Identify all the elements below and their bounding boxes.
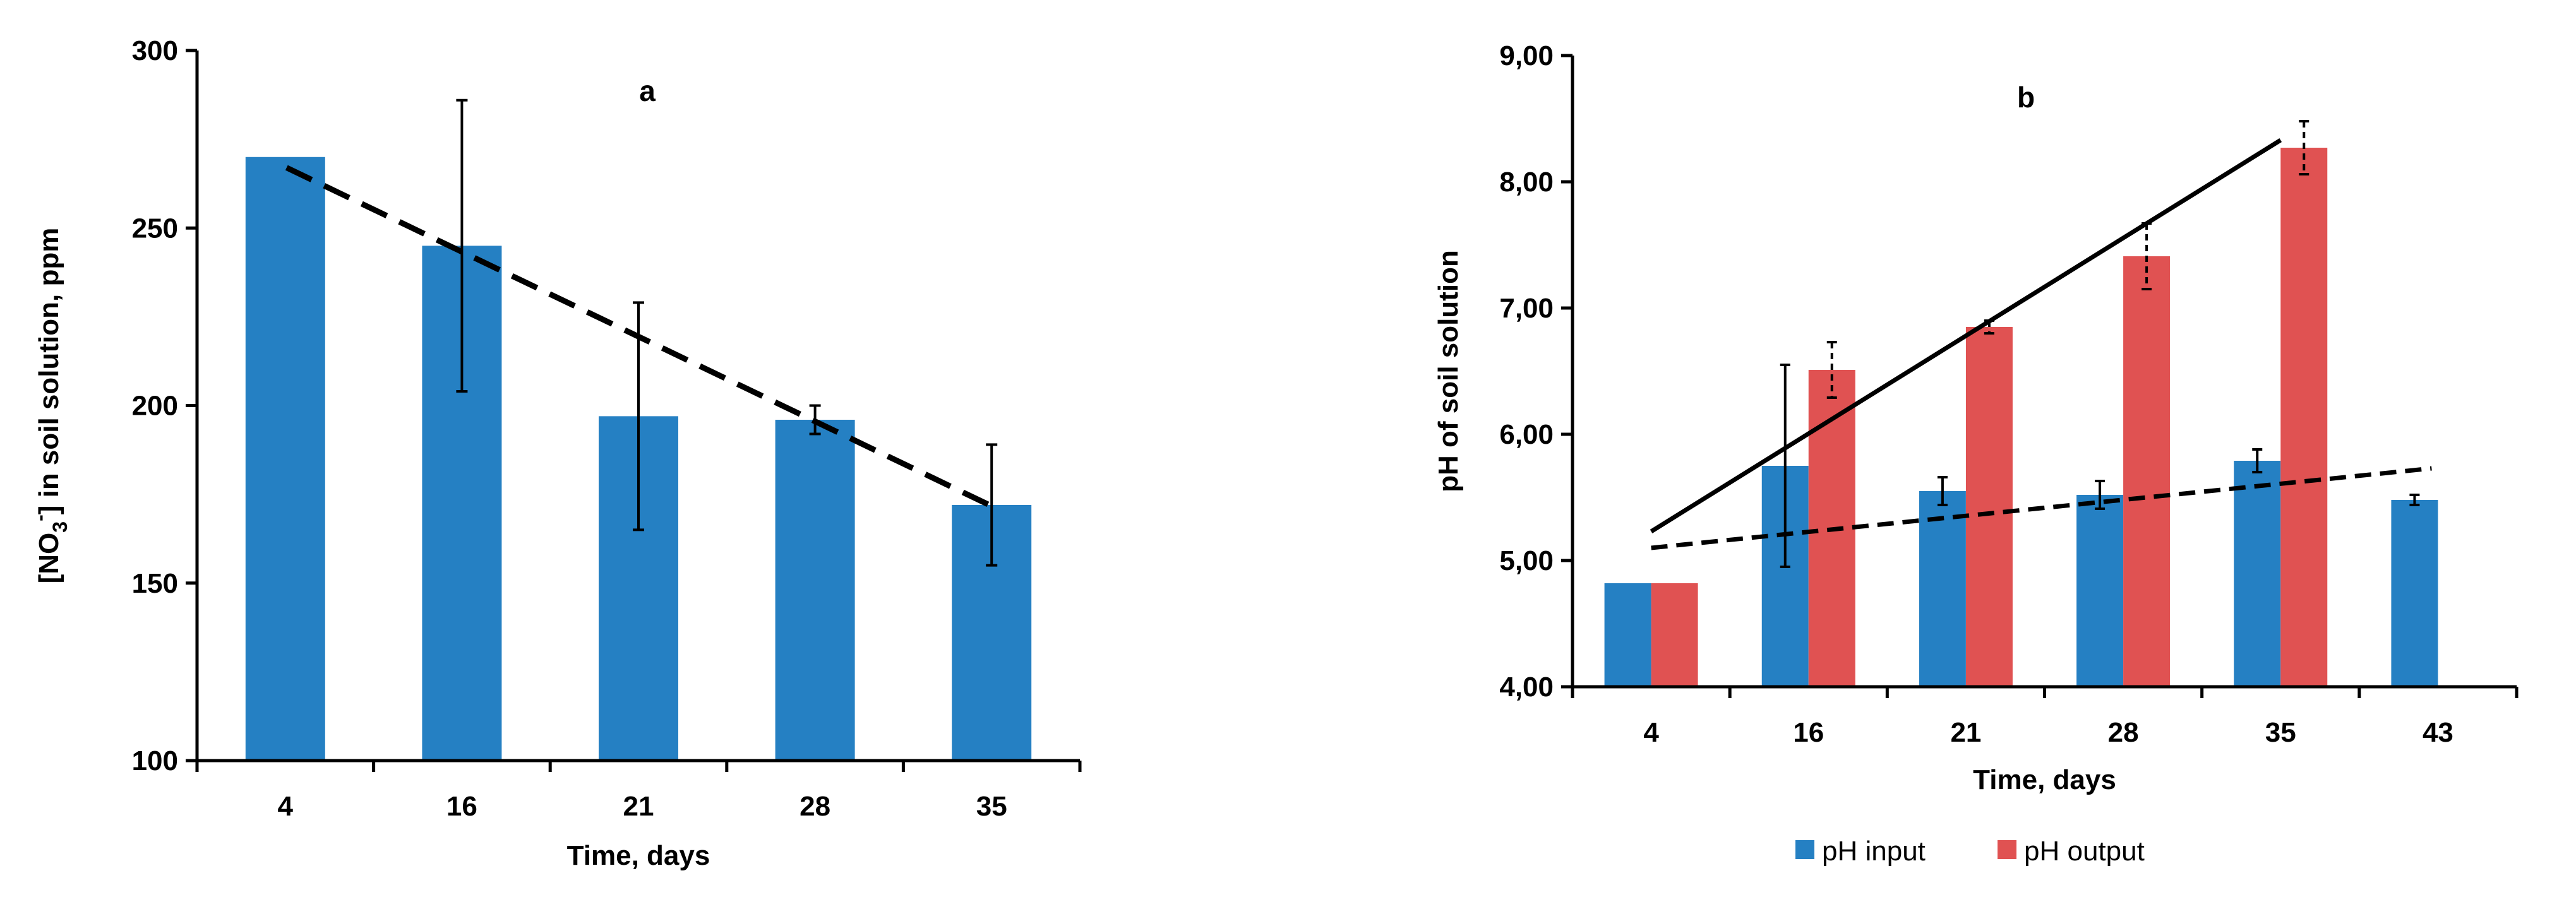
bar [2123,256,2171,687]
x-tick-label: 4 [1643,717,1659,748]
trendline [1650,138,2282,533]
bar [775,420,855,761]
y-tick-label: 100 [132,745,178,776]
trendline [285,165,998,511]
x-tick-label: 16 [446,791,477,822]
y-tick-label: 6,00 [1499,419,1554,450]
y-tick-label: 5,00 [1499,545,1554,576]
x-tick-label: 28 [2108,717,2139,748]
legend-swatch [1998,840,2016,859]
x-axis-title: Time, days [1973,764,2116,795]
bar [2280,148,2328,687]
x-tick-label: 21 [1950,717,1981,748]
y-tick-label: 300 [132,35,178,66]
x-tick-label: 21 [623,791,654,822]
x-tick-label: 35 [2265,717,2296,748]
y-tick-label: 9,00 [1499,40,1554,71]
bar [2076,495,2124,687]
y-tick-label: 7,00 [1499,293,1554,324]
bar [2234,461,2281,687]
panel-label: b [2017,81,2035,114]
trendline [1651,466,2432,550]
bar [1604,583,1651,687]
x-tick-label: 4 [278,791,294,822]
y-tick-label: 200 [132,391,178,422]
x-tick-label: 16 [1793,717,1824,748]
y-tick-label: 8,00 [1499,167,1554,198]
legend-label: pH output [2024,836,2145,867]
panel-label: a [639,74,656,107]
bar [1919,491,1966,687]
bar [2391,500,2438,687]
x-tick-label: 35 [976,791,1007,822]
x-tick-label: 43 [2423,717,2453,748]
bar [245,157,325,761]
x-axis-title: Time, days [567,840,710,871]
legend-label: pH input [1822,836,1926,867]
x-tick-label: 28 [800,791,830,822]
y-axis-title: pH of soil solution [1433,250,1464,492]
chart-panel-b: 4,00 5,00 6,00 7,00 8,00 9,00 4 16 21 28 35 43 b Time… [1433,40,2519,867]
y-axis-title: [NO3-] in soil solution, ppm [28,228,71,584]
y-tick-label: 150 [132,568,178,599]
bar [1965,327,2013,687]
bar [1651,583,1698,687]
chart-panel-a: 100 150 200 250 300 4 16 21 28 35 a Time, days [NO3-… [28,35,1082,871]
y-tick-label: 250 [132,213,178,244]
y-tick-label: 4,00 [1499,672,1554,703]
legend-swatch [1795,840,1814,859]
